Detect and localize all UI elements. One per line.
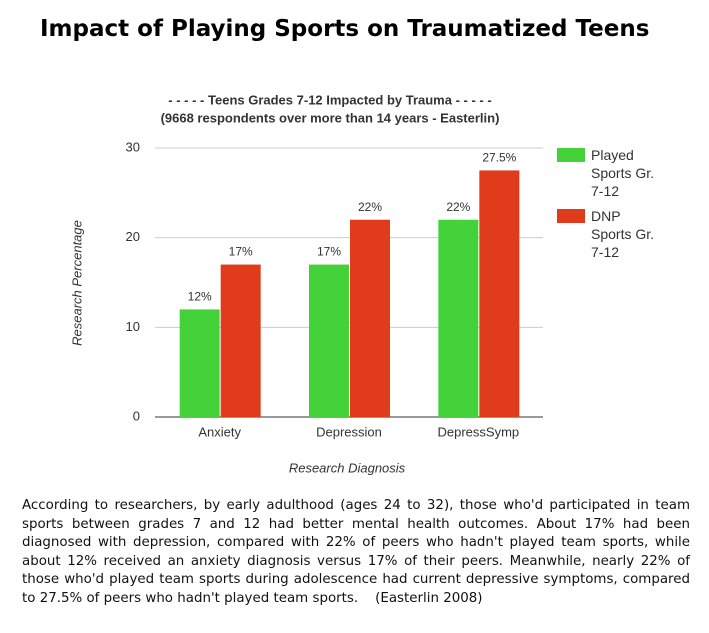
bar <box>179 309 220 417</box>
value-label: 17% <box>229 245 253 259</box>
page-title: Impact of Playing Sports on Traumatized … <box>40 16 650 42</box>
legend-swatch <box>557 209 585 223</box>
chart-title: - - - - - Teens Grades 7-12 Impacted by … <box>168 92 491 107</box>
legend-swatch <box>557 148 585 162</box>
bar <box>350 219 390 417</box>
value-label: 27.5% <box>482 151 516 165</box>
value-label: 22% <box>446 200 470 214</box>
x-tick-label: DepressSymp <box>438 424 520 439</box>
body-text: According to researchers, by early adult… <box>22 498 695 606</box>
bar <box>309 264 349 417</box>
legend-label: Played Sports Gr. 7-12 <box>591 147 655 199</box>
bar <box>438 219 479 417</box>
chart: - - - - - Teens Grades 7-12 Impacted by … <box>69 92 585 475</box>
y-tick-label: 0 <box>133 408 140 423</box>
y-tick-label: 20 <box>126 229 140 244</box>
chart-subtitle: (9668 respondents over more than 14 year… <box>161 110 500 125</box>
y-axis-label: Research Percentage <box>69 220 84 346</box>
x-tick-label: Anxiety <box>198 424 241 439</box>
y-tick-label: 10 <box>126 319 140 334</box>
y-tick-label: 30 <box>126 139 140 154</box>
x-tick-label: Depression <box>316 424 382 439</box>
bar <box>479 170 520 417</box>
value-label: 12% <box>188 290 212 304</box>
legend-label: DNP Sports Gr. 7-12 <box>591 208 655 260</box>
value-label: 17% <box>317 245 341 259</box>
x-axis-label: Research Diagnosis <box>289 460 406 475</box>
value-label: 22% <box>358 200 382 214</box>
bar <box>220 264 261 417</box>
